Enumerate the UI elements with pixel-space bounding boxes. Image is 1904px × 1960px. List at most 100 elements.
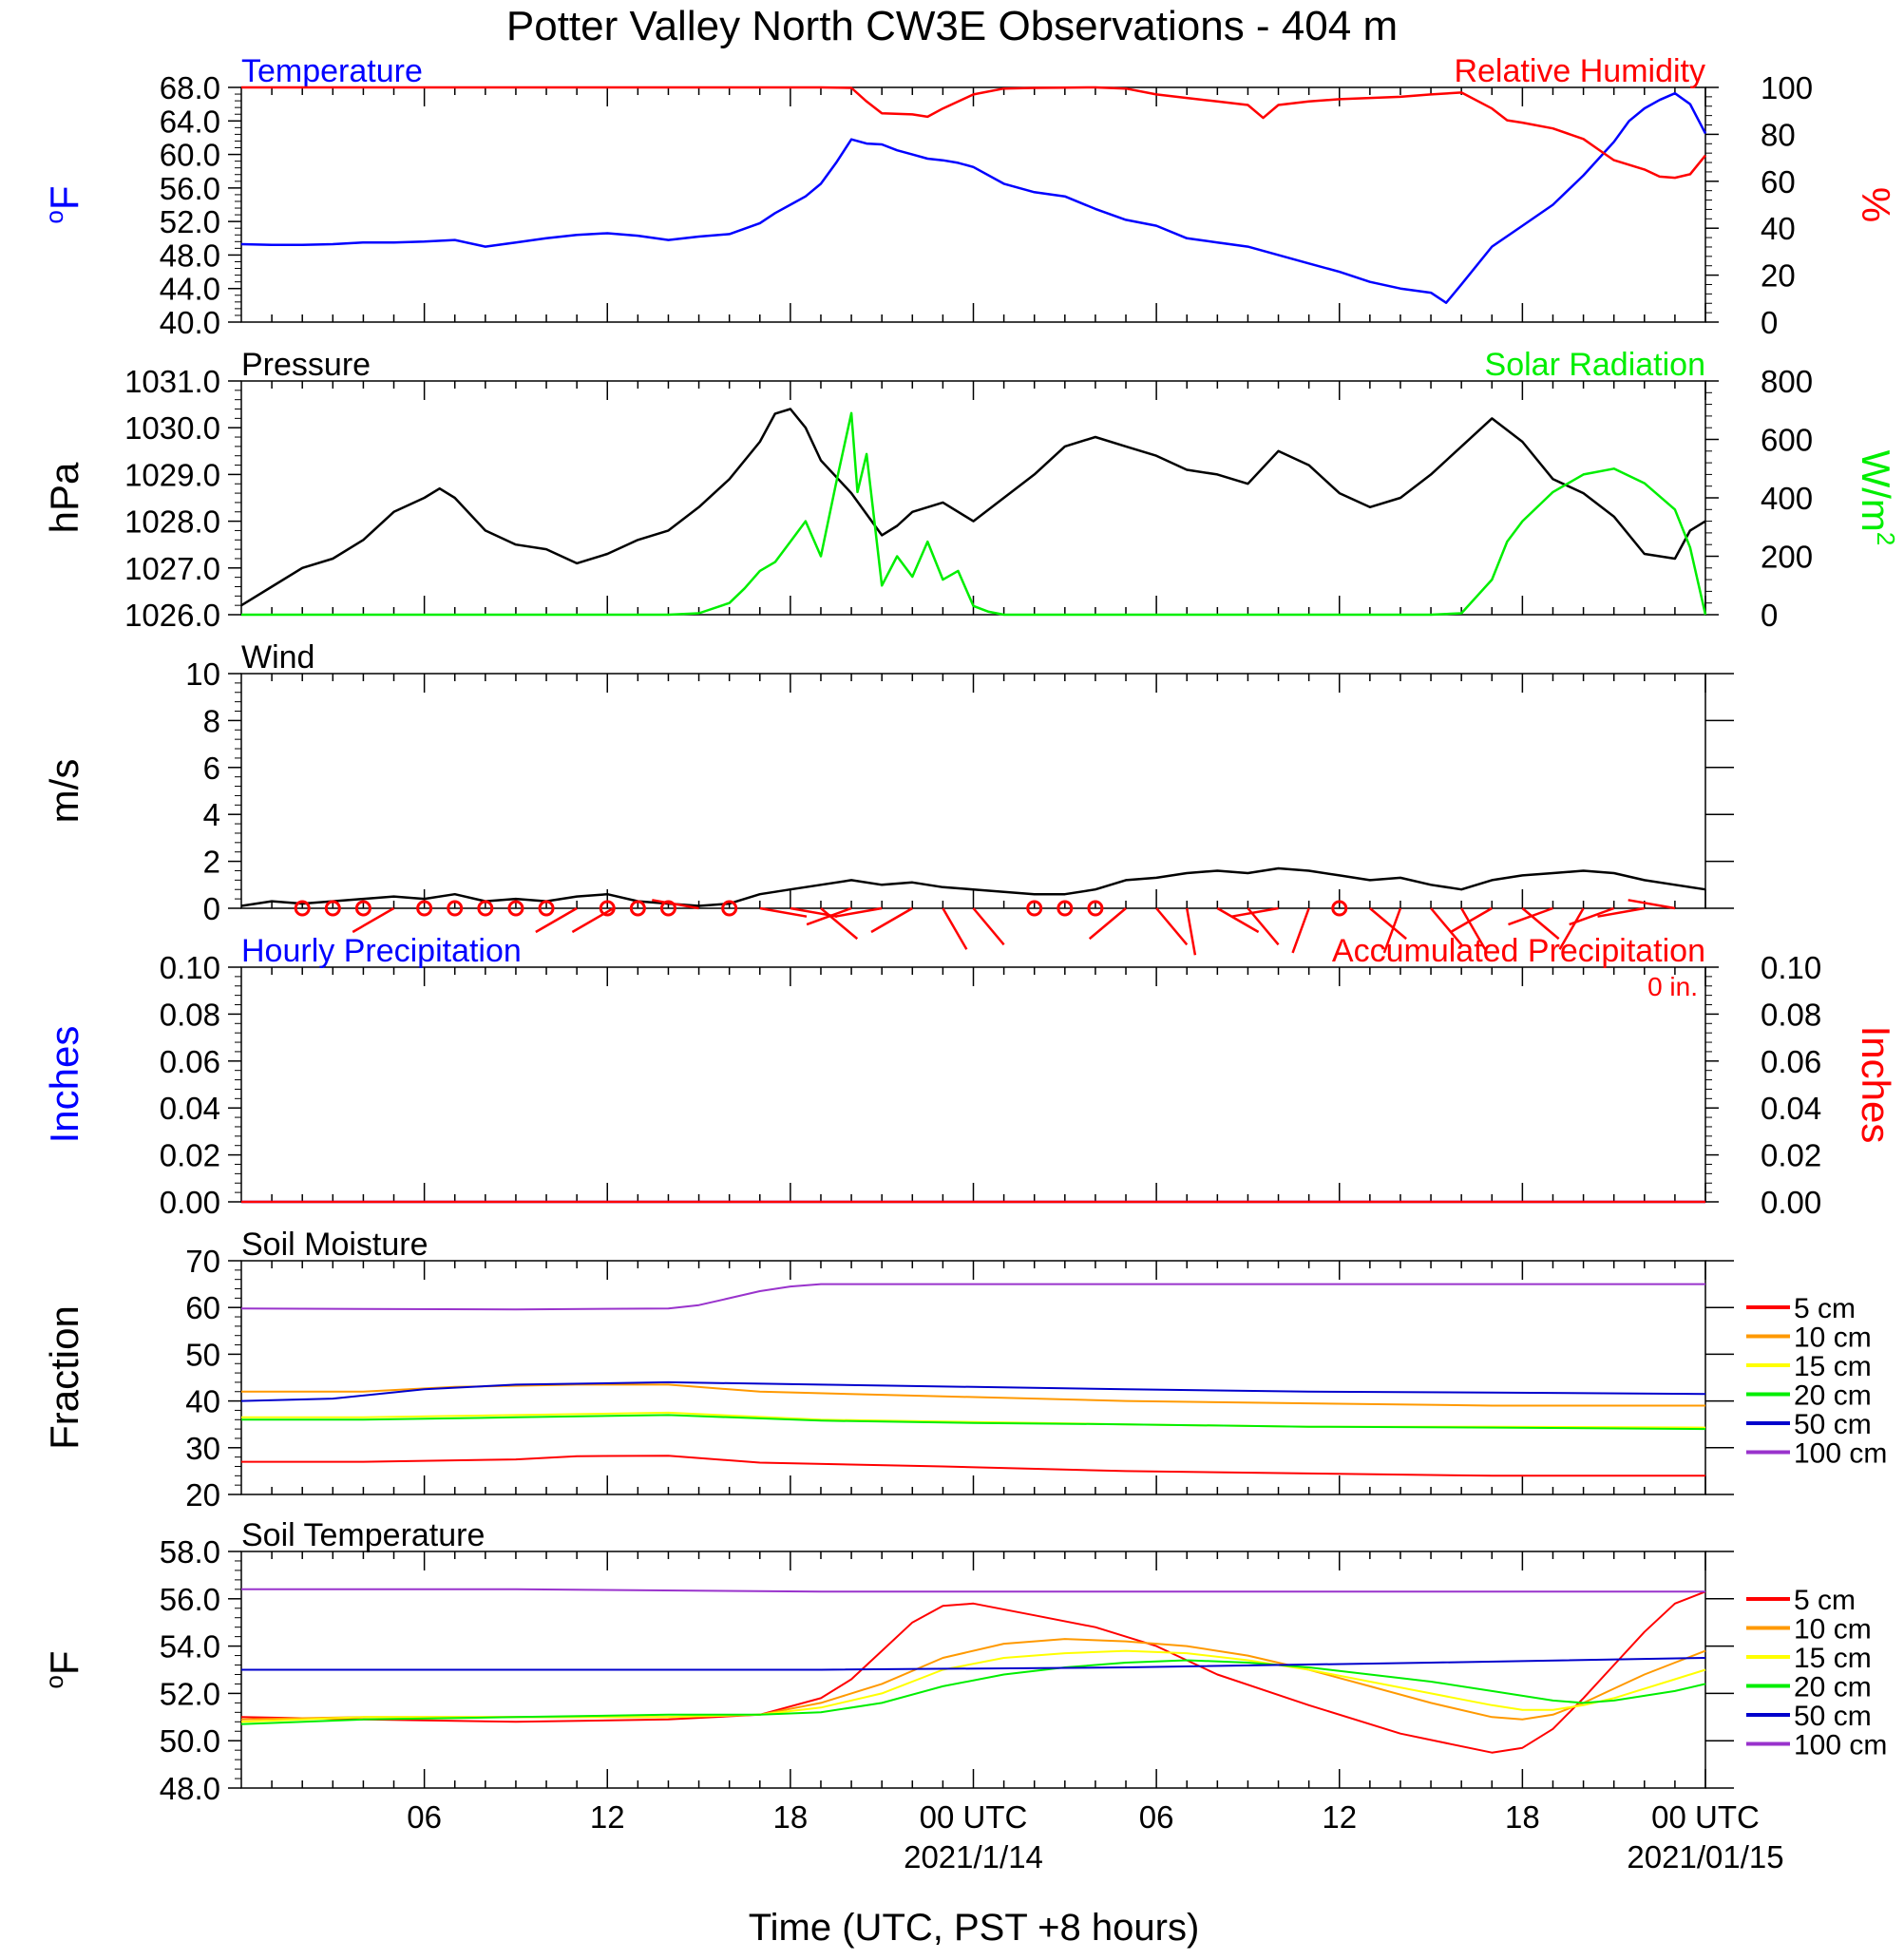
plot-frame	[240, 86, 1706, 323]
wind-barb	[1155, 907, 1189, 946]
wind-barb	[1450, 906, 1493, 934]
panel-left-label: Soil Moisture	[241, 1227, 428, 1263]
legend-label: 15 cm	[1794, 1351, 1872, 1382]
unit-text: %	[1854, 187, 1898, 222]
plot-frame	[240, 966, 1706, 1203]
y-tick-label: 0.06	[160, 1044, 220, 1079]
wind-barb-calm	[354, 900, 371, 917]
plot-frame	[240, 380, 1706, 616]
wind-barb	[1597, 906, 1646, 918]
y-tick-label: 60.0	[160, 138, 220, 173]
y2-tick-label: 0.08	[1761, 997, 1821, 1032]
wind-barb-calm	[1057, 900, 1074, 917]
chart-title: Potter Valley North CW3E Observations - …	[506, 3, 1398, 49]
y2-tick-label: 0.10	[1761, 950, 1821, 985]
wind-barb-calm	[599, 900, 616, 917]
x-axis-title: Time (UTC, PST +8 hours)	[749, 1907, 1200, 1949]
y2-tick-label: 0.06	[1761, 1044, 1821, 1079]
panel-left-label: Temperature	[241, 53, 423, 89]
y-tick-label: 0	[203, 891, 220, 926]
unit-degree: o	[40, 1675, 68, 1688]
y-tick-label: 1031.0	[124, 364, 220, 399]
x-tick-label: 18	[773, 1799, 809, 1835]
panel-temperature-humidity: 40.044.048.052.056.060.064.068.0 0 20 40 60 8…	[40, 53, 1898, 340]
panel-left-label: Hourly Precipitation	[241, 933, 522, 969]
y-axis-unit: Inches	[42, 1026, 86, 1144]
y-tick-label: 48.0	[160, 1771, 220, 1806]
series-line-15-cm	[241, 1411, 1706, 1429]
series-line-50-cm	[241, 1657, 1706, 1671]
x-tick-label: 00 UTC	[920, 1799, 1028, 1835]
y2-tick-label: 200	[1761, 540, 1813, 575]
y-axis-unit: hPa	[42, 462, 86, 533]
y-tick-label: 70	[185, 1244, 220, 1279]
y-tick-label: 20	[185, 1477, 220, 1513]
panel-pressure-solar: 1026.0 1027.0 1028.0 1029.0 1030.0 1031.0 0 200…	[42, 347, 1900, 633]
y-tick-label: 56.0	[160, 171, 220, 206]
y2-tick-label: 100	[1761, 70, 1813, 105]
wind-barb	[1216, 906, 1260, 934]
wind-barb	[1185, 907, 1197, 956]
panel-precipitation: 0.00 0.02 0.04 0.06 0.08 0.10 0.00 0.02 0.04 0.06…	[42, 933, 1898, 1220]
y-tick-label: 44.0	[160, 272, 220, 307]
panel-left-label: Pressure	[241, 347, 371, 383]
wind-barb	[1460, 907, 1487, 950]
y2-tick-label: 800	[1761, 364, 1813, 399]
y-tick-label: 1029.0	[124, 457, 220, 492]
y-tick-label: 58.0	[160, 1534, 220, 1570]
y2-tick-label: 400	[1761, 481, 1813, 516]
legend-label: 100 cm	[1794, 1730, 1887, 1761]
series-line-5-cm	[240, 1590, 1706, 1754]
y2-tick-label: 0.00	[1761, 1185, 1821, 1220]
y2-axis-unit: Inches	[1854, 1026, 1898, 1144]
panel-soil-moisture: 20 30 40 50 60 70 Soil Moisture Fraction 5 cm10 …	[42, 1227, 1887, 1513]
wind-barb	[1430, 907, 1463, 946]
panel-soil-temperature: 48.0 50.0 52.0 54.0 56.0 58.0 Soil Temperature…	[40, 1517, 1887, 1806]
x-tick-label: 00 UTC	[1651, 1799, 1760, 1835]
wind-barb	[1369, 907, 1407, 941]
series-line-100-cm	[240, 1283, 1705, 1311]
wind-barb	[1247, 907, 1280, 946]
y-axis-unit: m/s	[42, 759, 86, 824]
y-tick-label: 0.08	[160, 997, 220, 1032]
y-tick-label: 48.0	[160, 238, 220, 273]
x-tick-label: 06	[1139, 1799, 1174, 1835]
legend-label: 50 cm	[1794, 1409, 1872, 1440]
wind-barb	[972, 907, 1005, 946]
wind-barb-calm	[1026, 900, 1043, 917]
wind-barb	[1382, 907, 1402, 954]
wind-barb	[834, 906, 883, 918]
y-tick-label: 1030.0	[124, 410, 220, 446]
wind-barb-calm	[416, 900, 433, 917]
y-tick-label: 4	[203, 797, 220, 832]
y-tick-label: 50	[185, 1337, 220, 1372]
wind-barb-calm	[1087, 900, 1104, 917]
wind-barb	[1231, 906, 1279, 918]
unit-degree: o	[40, 210, 68, 223]
y-tick-label: 1027.0	[124, 551, 220, 586]
wind-barb	[1628, 899, 1676, 910]
unit-superscript: 2	[1872, 532, 1900, 545]
wind-barb	[535, 906, 578, 934]
y-tick-label: 0.02	[160, 1138, 220, 1173]
wind-barb-calm	[477, 900, 494, 917]
y-axis-unit: Fraction	[42, 1305, 86, 1450]
wind-barb-calm	[447, 900, 464, 917]
y2-tick-label: 60	[1761, 164, 1796, 200]
series-line-10-cm	[240, 1638, 1706, 1721]
wind-barb-calm	[721, 900, 738, 917]
wind-barb	[759, 906, 808, 918]
y-axis-unit: oF	[40, 1650, 86, 1688]
panel-right-label: Solar Radiation	[1485, 347, 1705, 383]
y-tick-label: 1026.0	[124, 598, 220, 633]
legend-label: 20 cm	[1794, 1672, 1872, 1703]
y-tick-label: 10	[185, 657, 220, 692]
y-tick-label: 6	[203, 751, 220, 786]
legend-label: 10 cm	[1794, 1323, 1872, 1354]
legend-label: 20 cm	[1794, 1380, 1872, 1412]
wind-barb	[942, 907, 968, 950]
wind-barb-calm	[538, 900, 555, 917]
x-date-label: 2021/1/14	[904, 1839, 1043, 1874]
y-tick-label: 56.0	[160, 1582, 220, 1617]
legend-label: 50 cm	[1794, 1701, 1872, 1732]
